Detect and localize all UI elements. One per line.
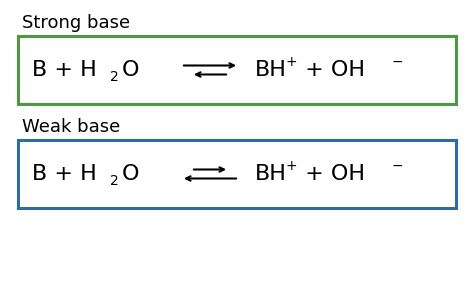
Text: Weak base: Weak base	[22, 118, 120, 136]
Text: −: −	[392, 159, 403, 173]
Bar	[18, 140, 456, 208]
Text: 2: 2	[110, 174, 119, 188]
Text: BH: BH	[255, 164, 287, 184]
Text: BH: BH	[255, 60, 287, 80]
Text: +: +	[286, 55, 298, 69]
Text: B + H: B + H	[32, 60, 97, 80]
Text: + OH: + OH	[298, 60, 365, 80]
Text: + OH: + OH	[298, 164, 365, 184]
Text: +: +	[286, 159, 298, 173]
Text: B + H: B + H	[32, 164, 97, 184]
Text: O: O	[122, 164, 139, 184]
Text: Strong base: Strong base	[22, 14, 130, 32]
Bar	[18, 36, 456, 104]
Text: −: −	[392, 55, 403, 69]
Text: 2: 2	[110, 70, 119, 84]
Text: O: O	[122, 60, 139, 80]
